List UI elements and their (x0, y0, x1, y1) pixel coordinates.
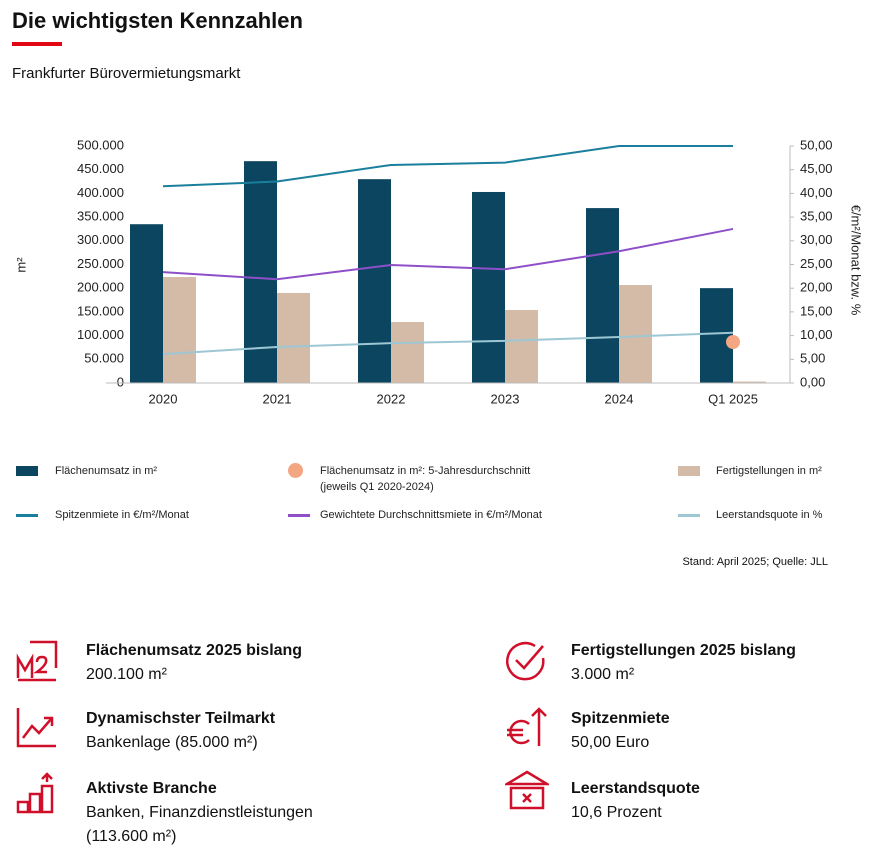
subtitle: Frankfurter Bürovermietungsmarkt (12, 65, 241, 82)
bar (700, 288, 733, 383)
y2-tick-label: 35,00 (800, 209, 833, 224)
y-tick-label: 0 (117, 374, 124, 389)
bar (505, 310, 538, 383)
kpi-value: 50,00 Euro (571, 734, 650, 751)
y-tick-label: 500.000 (77, 137, 124, 152)
icon-euro (507, 707, 547, 746)
kpi-value: Bankenlage (85.000 m²) (86, 734, 258, 751)
y2-tick-label: 15,00 (800, 303, 833, 318)
kpi-title: Flächenumsatz 2025 bislang (86, 642, 303, 659)
legend-label: Spitzenmiete in €/m²/Monat (55, 509, 189, 521)
y-tick-label: 400.000 (77, 185, 124, 200)
bar (472, 191, 505, 383)
y-tick-label: 450.000 (77, 161, 124, 176)
legend-label: Gewichtete Durchschnittsmiete in €/m²/Mo… (320, 509, 542, 521)
kpi-title: Dynamischster Teilmarkt (86, 710, 276, 727)
title: Die wichtigsten Kennzahlen (12, 8, 303, 33)
y-tick-label: 200.000 (77, 280, 124, 295)
line (162, 145, 733, 188)
bar (163, 277, 196, 383)
kpi-title: Aktivste Branche (86, 780, 217, 797)
y-tick-label: 300.000 (77, 232, 124, 247)
bar (244, 161, 277, 383)
legend-swatch (16, 514, 38, 517)
kpi-value: 10,6 Prozent (571, 804, 662, 821)
kpi-value: 3.000 m² (571, 666, 635, 683)
kpi-value: Banken, Finanzdienstleistungen (113.600 … (86, 804, 313, 845)
y-tick-label: 250.000 (77, 256, 124, 271)
bar (358, 179, 391, 383)
y2-tick-label: 45,00 (800, 161, 833, 176)
y2-axis-title: €/m²/Monat bzw. % (849, 205, 864, 316)
x-tick-label: Q1 2025 (708, 391, 758, 406)
legend-label: Flächenumsatz in m² (55, 465, 158, 477)
legend-swatch (678, 514, 700, 517)
y2-tick-label: 50,00 (800, 137, 833, 152)
y-axis-title: m² (13, 257, 28, 273)
y2-tick-label: 5,00 (800, 351, 825, 366)
kpi-title: Leerstandsquote (571, 780, 700, 797)
y-tick-label: 150.000 (77, 303, 124, 318)
legend-label: Leerstandsquote in % (716, 509, 823, 521)
bar (586, 208, 619, 383)
legend-label: Flächenumsatz in m²: 5-Jahresdurchschnit… (320, 465, 531, 493)
bar (619, 285, 652, 383)
y2-tick-label: 30,00 (800, 232, 833, 247)
y2-tick-label: 25,00 (800, 256, 833, 271)
kpi-title: Fertigstellungen 2025 bislang (571, 642, 796, 659)
source: Stand: April 2025; Quelle: JLL (682, 556, 828, 568)
bar (277, 292, 310, 383)
title-underline (12, 42, 62, 46)
icon-m2 (16, 640, 58, 682)
line (162, 227, 734, 281)
kpi-title: Spitzenmiete (571, 710, 670, 727)
x-tick-label: 2022 (377, 391, 406, 406)
y2-tick-label: 20,00 (800, 280, 833, 295)
line (162, 331, 734, 356)
chart: m² €/m²/Monat bzw. % 0 50.000 100.000 150.0… (13, 137, 864, 406)
icon-steps (16, 772, 54, 814)
bar (391, 321, 424, 383)
y2-tick-label: 40,00 (800, 185, 833, 200)
legend-swatch (678, 466, 700, 476)
x-tick-label: 2023 (491, 391, 520, 406)
y-tick-label: 100.000 (77, 327, 124, 342)
y-tick-label: 350.000 (77, 209, 124, 224)
x-tick-label: 2024 (605, 391, 634, 406)
icon-vacancy (505, 770, 549, 810)
legend-label: Fertigstellungen in m² (716, 465, 822, 477)
icon-trend (16, 708, 56, 748)
bar (733, 381, 766, 383)
x-tick-label: 2020 (149, 391, 178, 406)
y2-tick-label: 10,00 (800, 327, 833, 342)
x-tick-label: 2021 (263, 391, 292, 406)
icon-check (506, 641, 545, 681)
y2-tick-label: 0,00 (800, 374, 825, 389)
y-tick-label: 50.000 (84, 351, 124, 366)
kpi-value: 200.100 m² (86, 666, 167, 683)
legend-swatch (288, 463, 303, 478)
legend-swatch (288, 514, 310, 517)
legend-swatch (16, 466, 38, 476)
point (726, 334, 740, 349)
bar (130, 224, 163, 383)
